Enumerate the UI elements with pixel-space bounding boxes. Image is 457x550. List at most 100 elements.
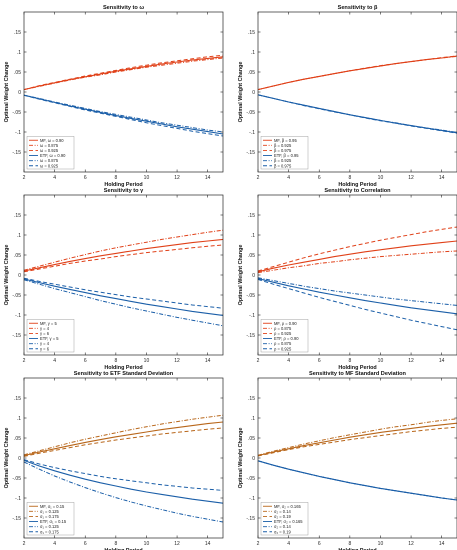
y-tick-label: 0 [18,90,21,96]
legend-label: MF, ρ = 0.90 [274,321,297,326]
y-tick-label: .05 [14,436,21,442]
chart-4: -.15 -.1 -.05 0 .05 .1 .15 2 4 6 8 10 12 14 Sensitivit… [238,188,457,371]
legend-label: β = 0.925 [274,143,292,148]
y-tick-label: -.05 [246,293,255,299]
legend-label: ETF, ω = 0.90 [40,153,66,158]
y-tick-label: -.05 [246,476,255,482]
series-line-mf-dashed [257,226,457,272]
legend-label: MF, σ₁ = 0.15 [40,504,65,509]
y-tick-label: 0 [18,456,21,462]
y-tick-label: -.1 [249,313,255,319]
y-tick-label: -.15 [246,516,255,522]
y-tick-label: .1 [251,233,255,239]
y-axis-label: Optimal Weight Change [4,428,10,489]
x-tick-label: 14 [205,358,211,364]
series-line-mf-dashdot [23,57,224,91]
chart-1: -.15 -.1 -.05 0 .05 .1 .15 2 4 6 8 10 12 14 Sensitivit… [4,5,224,188]
y-tick-label: 0 [252,90,255,96]
x-tick-label: 4 [287,358,290,364]
x-axis-label: Holding Period [338,548,376,550]
y-axis-label: Optimal Weight Change [4,62,10,123]
x-tick-label: 2 [257,541,260,547]
legend-label: β = 0.975 [274,148,292,153]
y-tick-label: .1 [17,50,21,56]
legend-label: ETF, σ₁ = 0.15 [40,519,67,524]
chart-6: -.15 -.1 -.05 0 .05 .1 .15 2 4 6 8 10 12 14 Sensitivit… [238,371,457,550]
series-line-mfb-solid [23,421,224,457]
x-tick-label: 10 [144,358,150,364]
x-tick-label: 8 [348,358,351,364]
x-tick-label: 2 [23,541,26,547]
x-axis-label: Holding Period [338,365,376,371]
legend-label: γ = 4 [40,326,50,331]
legend-label: ω = 0.875 [40,158,59,163]
x-tick-label: 10 [378,541,384,547]
legend-label: ω = 0.875 [40,143,59,148]
chart-title: Sensitivity to γ [104,188,144,194]
x-tick-label: 2 [257,358,260,364]
y-tick-label: .05 [248,70,255,76]
chart-title: Sensitivity to β [338,5,378,11]
y-axis-label: Optimal Weight Change [238,245,244,306]
y-tick-label: -.15 [246,333,255,339]
legend-box [26,136,75,170]
legend-label: γ = 4 [40,341,50,346]
y-tick-label: -.1 [249,496,255,502]
y-tick-label: .05 [14,70,21,76]
series-line-mf-dashed [257,55,457,91]
legend-box [26,319,75,353]
legend-label: MF, β = 0.95 [274,138,297,143]
x-tick-label: 6 [84,541,87,547]
y-tick-label: -.05 [246,110,255,116]
y-tick-label: .15 [14,30,21,36]
legend-box [260,502,309,536]
legend-label: σ₂ = 0.14 [274,509,291,514]
x-axis-label: Holding Period [104,548,142,550]
series-line-mf-solid [257,240,457,273]
legend-label: ρ = 0.875 [274,326,292,331]
x-tick-label: 6 [318,541,321,547]
series-line-mf-dashdot [23,229,224,271]
legend-label: ETF, ρ = 0.90 [274,336,299,341]
x-tick-label: 14 [439,358,445,364]
x-tick-label: 6 [318,358,321,364]
y-tick-label: .15 [14,396,21,402]
legend-label: ρ = 0.925 [274,331,292,336]
y-tick-label: .05 [248,436,255,442]
legend-label: ω = 0.925 [40,148,59,153]
y-tick-label: -.1 [15,130,21,136]
series-line-mfb-dashdot [23,414,224,456]
x-tick-label: 6 [318,175,321,181]
series-line-etf-dashdot [23,94,224,133]
y-axis-label: Optimal Weight Change [238,62,244,123]
x-tick-label: 4 [53,358,56,364]
x-axis-label: Holding Period [338,182,376,188]
chart-5: -.15 -.1 -.05 0 .05 .1 .15 2 4 6 8 10 12 14 Sensitivit… [4,371,224,550]
y-tick-label: -.05 [12,293,21,299]
legend-label: ρ = 0.875 [274,341,292,346]
y-tick-label: 0 [252,273,255,279]
series-line-mfb-solid [257,422,457,457]
x-tick-label: 2 [257,175,260,181]
series-line-etf-dashed [23,277,224,309]
x-tick-label: 8 [348,175,351,181]
chart-title: Sensitivity to ETF Standard Deviation [74,371,174,377]
series-line-mfb-dashed [23,427,224,457]
axes-frame [23,377,224,539]
series-line-mf-solid [23,238,224,272]
legend-box [26,502,75,536]
x-tick-label: 12 [174,358,180,364]
y-tick-label: .15 [14,213,21,219]
chart-title: Sensitivity to ω [103,5,144,11]
series-line-etf-dashdot [23,279,224,327]
y-tick-label: .05 [248,253,255,259]
x-tick-label: 4 [53,175,56,181]
x-tick-label: 12 [174,175,180,181]
